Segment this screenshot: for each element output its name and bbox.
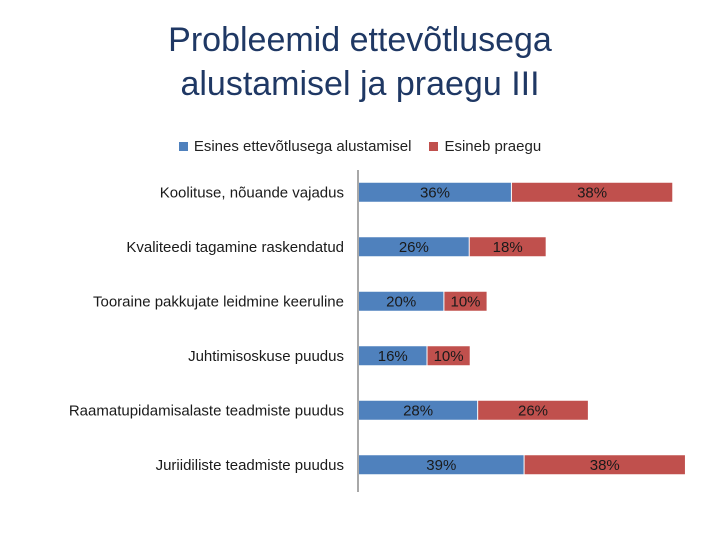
bar-series-1 xyxy=(359,237,469,257)
bar-series-1 xyxy=(359,400,478,420)
chart-title: Probleemid ettevõtlusega alustamisel ja … xyxy=(0,18,720,106)
data-label-series-2: 10% xyxy=(434,348,464,365)
category-label: Juhtimisoskuse puudus xyxy=(188,348,344,365)
chart-title-line-2: alustamisel ja praegu III xyxy=(180,65,540,103)
data-label-series-1: 16% xyxy=(378,348,408,365)
legend-swatch-series-1 xyxy=(178,142,188,151)
bar-series-2 xyxy=(444,291,487,311)
data-label-series-2: 26% xyxy=(518,402,548,419)
chart-title-line-1: Probleemid ettevõtlusega xyxy=(168,21,552,59)
legend-item-series-1: Esines ettevõtlusega alustamisel xyxy=(178,138,412,155)
bar-series-2 xyxy=(511,182,673,202)
legend-label-series-2: Esineb praegu xyxy=(444,138,542,155)
bar-series-1 xyxy=(359,291,444,311)
bar-series-1 xyxy=(359,346,427,366)
data-label-series-2: 10% xyxy=(450,293,480,310)
bar-series-1 xyxy=(359,455,524,475)
data-label-series-2: 38% xyxy=(590,457,620,474)
category-label: Koolituse, nõuande vajadus xyxy=(160,184,344,201)
bar-series-2 xyxy=(478,400,588,420)
data-label-series-1: 39% xyxy=(426,457,456,474)
bar-series-2 xyxy=(469,237,546,257)
data-label-series-1: 26% xyxy=(399,239,429,256)
chart-legend: Esines ettevõtlusega alustamisel Esineb … xyxy=(0,138,720,155)
data-label-series-2: 38% xyxy=(577,184,607,201)
bar-series-1 xyxy=(359,182,511,202)
data-label-series-2: 18% xyxy=(493,239,523,256)
data-label-series-1: 28% xyxy=(403,402,433,419)
category-label: Kvaliteedi tagamine raskendatud xyxy=(126,239,344,256)
legend-swatch-series-2 xyxy=(429,142,439,151)
legend-label-series-1: Esines ettevõtlusega alustamisel xyxy=(193,138,412,155)
bar-series-2 xyxy=(524,455,685,475)
bar-series-2 xyxy=(427,346,470,366)
category-label: Raamatupidamisalaste teadmiste puudus xyxy=(69,402,344,419)
data-label-series-1: 20% xyxy=(386,293,416,310)
category-label: Tooraine pakkujate leidmine keeruline xyxy=(93,293,344,310)
data-label-series-1: 36% xyxy=(420,184,450,201)
legend-item-series-2: Esineb praegu xyxy=(429,138,541,155)
category-label: Juriidiliste teadmiste puudus xyxy=(156,457,344,474)
